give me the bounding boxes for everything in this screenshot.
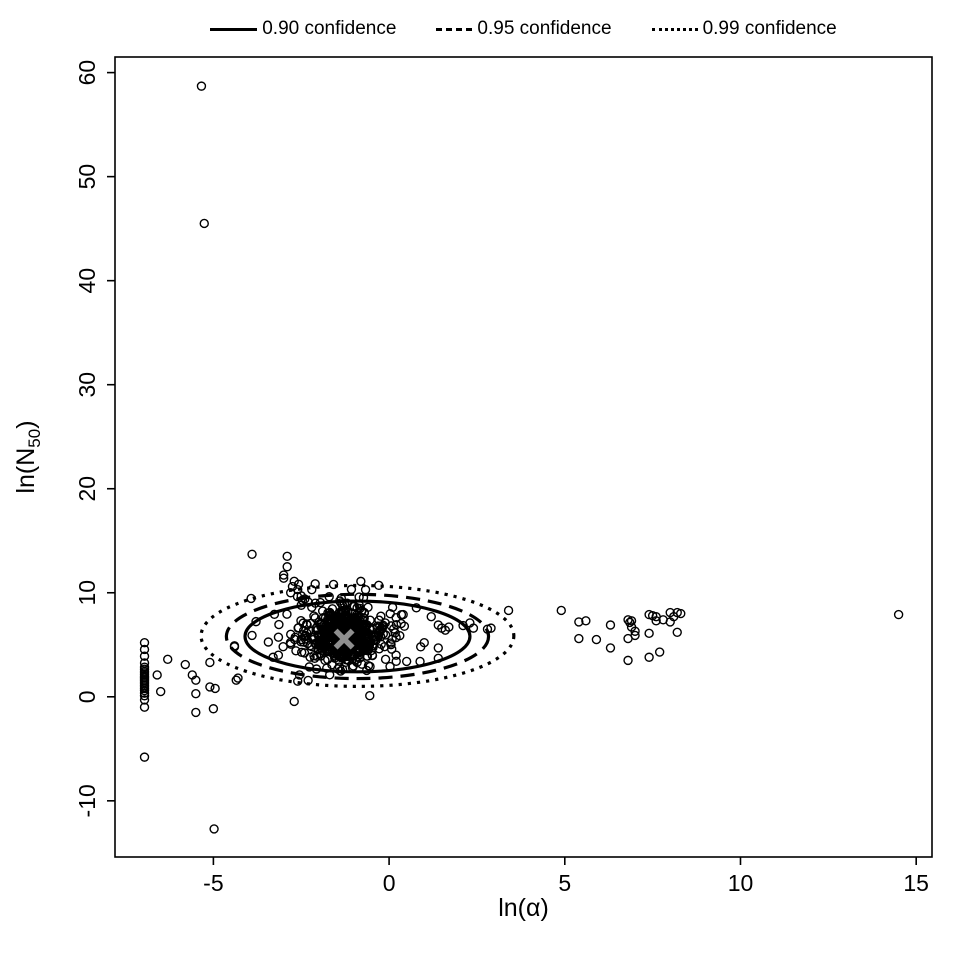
- x-axis-label: ln(α): [498, 894, 549, 922]
- legend-label-095: 0.95 confidence: [477, 18, 612, 39]
- x-axis-ticks: -5 0 5 10 15: [203, 857, 929, 896]
- x-tick-label: 10: [728, 870, 754, 896]
- legend-label-099: 0.99 confidence: [702, 18, 837, 39]
- x-tick-label: 15: [903, 870, 929, 896]
- y-axis-ticks: -10 0 10 20 30 40 50 60: [74, 60, 115, 817]
- x-tick-label: 0: [383, 870, 396, 896]
- confidence-ellipse-0.95: [224, 592, 491, 681]
- scatter-points-layer: [139, 81, 904, 834]
- legend-label-090: 0.90 confidence: [262, 18, 397, 39]
- y-tick-label: 0: [74, 690, 100, 703]
- dashed-line-icon: [436, 27, 473, 31]
- solid-line-icon: [210, 27, 258, 31]
- y-tick-label: 30: [74, 372, 100, 398]
- legend-item-090-confidence: 0.90 confidence: [210, 18, 396, 40]
- plot-frame: [114, 56, 933, 858]
- y-tick-label: 50: [74, 164, 100, 190]
- y-axis-label: ln(N50): [12, 420, 44, 493]
- x-tick-label: -5: [203, 870, 223, 896]
- y-tick-label: -10: [74, 784, 100, 817]
- y-tick-label: 20: [74, 476, 100, 502]
- y-tick-label: 40: [74, 268, 100, 294]
- confidence-ellipse-0.99: [199, 583, 516, 688]
- plot-legend: 0.90 confidence 0.95 confidence 0.99 con…: [115, 18, 932, 40]
- legend-item-099-confidence: 0.99 confidence: [651, 18, 837, 40]
- x-tick-label: 5: [558, 870, 571, 896]
- legend-item-095-confidence: 0.95 confidence: [436, 18, 612, 40]
- y-tick-label: 60: [74, 60, 100, 86]
- center-x-marker: [333, 628, 355, 650]
- dotted-line-icon: [651, 27, 698, 31]
- y-tick-label: 10: [74, 580, 100, 606]
